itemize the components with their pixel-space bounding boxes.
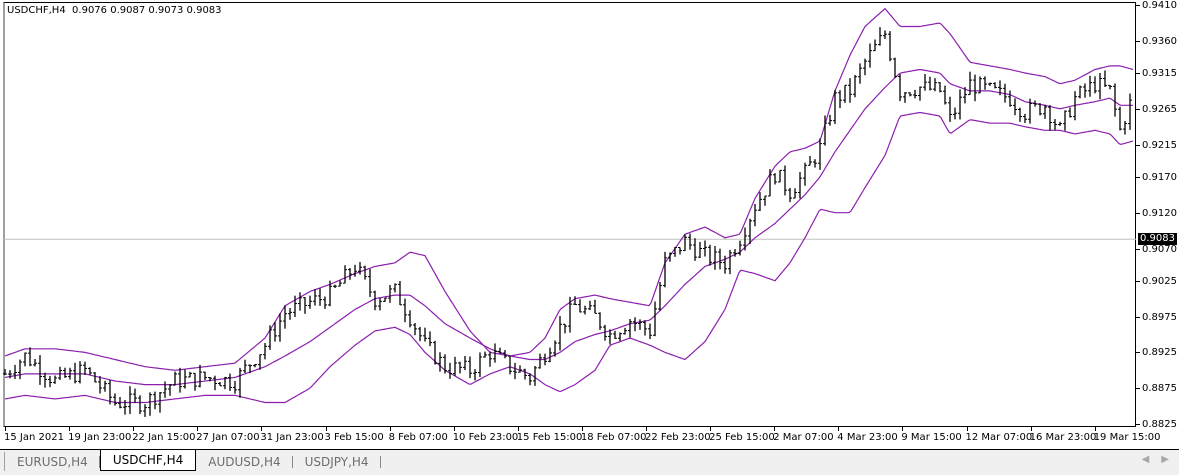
price-label: 0.8875: [1142, 383, 1177, 395]
bb-middle-line: [4, 69, 1133, 386]
time-tick: [1030, 427, 1032, 431]
time-label: 10 Feb 23:00: [452, 432, 519, 443]
time-tick: [581, 427, 583, 431]
time-label: 3 Feb 15:00: [324, 432, 384, 443]
price-tick: [1136, 280, 1140, 282]
price-label: 0.8975: [1142, 311, 1177, 323]
price-tick: [1136, 316, 1140, 318]
bb-upper-line: [4, 7, 1134, 371]
chart-tab-bar: EURUSD,H4 USDCHF,H4 AUDUSD,H4 USDJPY,H4 ◀ ▶: [0, 449, 1179, 475]
price-tick: [1136, 5, 1140, 6]
tab-audusd-h4[interactable]: AUDUSD,H4: [196, 452, 293, 471]
price-tick: [1136, 352, 1140, 354]
time-tick: [966, 427, 968, 431]
scroll-left-icon[interactable]: ◀: [1141, 454, 1150, 465]
time-label: 27 Jan 07:00: [196, 432, 260, 443]
price-label: 0.9120: [1142, 207, 1177, 219]
price-tick: [1136, 144, 1140, 146]
plot-area[interactable]: [3, 2, 1136, 427]
price-tick: [1136, 248, 1140, 250]
time-label: 8 Feb 07:00: [388, 432, 448, 443]
price-label: 0.8925: [1142, 347, 1177, 359]
price-label: 0.9360: [1142, 35, 1177, 47]
price-tick: [1136, 40, 1140, 42]
time-tick: [1094, 427, 1096, 431]
price-label: 0.9265: [1142, 103, 1177, 115]
time-tick: [133, 427, 135, 431]
price-tick: [1136, 212, 1140, 214]
time-tick: [325, 427, 327, 431]
tab-navigation: ◀ ▶: [1142, 454, 1169, 465]
chart-title: USDCHF,H4 0.9076 0.9087 0.9073 0.9083: [7, 5, 222, 16]
time-tick: [453, 427, 455, 431]
time-tick: [774, 427, 776, 431]
time-tick: [646, 427, 647, 431]
time-tick: [902, 427, 904, 431]
time-label: 9 Mar 15:00: [901, 432, 962, 443]
price-label: 0.9315: [1142, 68, 1177, 80]
bb-lower-line: [4, 112, 1134, 404]
time-label: 25 Feb 15:00: [709, 432, 775, 443]
price-label: 0.9170: [1142, 171, 1177, 183]
tab-usdjpy-h4[interactable]: USDJPY,H4: [293, 452, 381, 471]
time-tick: [261, 427, 263, 431]
time-label: 19 Mar 15:00: [1093, 432, 1161, 443]
time-label: 19 Jan 23:00: [68, 432, 132, 443]
price-tick: [1136, 176, 1140, 178]
tab-usdchf-h4[interactable]: USDCHF,H4: [99, 450, 197, 471]
price-label: 0.9215: [1142, 139, 1177, 151]
time-tick: [389, 427, 391, 431]
time-label: 16 Mar 23:00: [1029, 432, 1097, 443]
time-tick: [197, 427, 199, 431]
time-label: 22 Feb 23:00: [645, 432, 711, 443]
price-chart[interactable]: [0, 0, 1179, 449]
time-label: 18 Feb 07:00: [580, 432, 647, 443]
tab-eurusd-h4[interactable]: EURUSD,H4: [5, 452, 100, 471]
price-label: 0.8825: [1142, 419, 1177, 430]
price-tick: [1136, 424, 1140, 425]
time-label: 4 Mar 23:00: [837, 432, 898, 443]
time-tick: [838, 427, 840, 431]
time-label: 15 Jan 2021: [4, 432, 64, 443]
scroll-right-icon[interactable]: ▶: [1161, 454, 1169, 465]
time-tick: [517, 427, 519, 431]
time-label: 31 Jan 23:00: [260, 432, 324, 443]
ohlc-bars: [3, 27, 1132, 417]
price-label: 0.9025: [1142, 275, 1177, 287]
time-tick: [5, 427, 6, 431]
price-tick: [1136, 388, 1140, 390]
price-tick: [1136, 108, 1140, 110]
price-label: 0.9070: [1142, 243, 1177, 255]
time-label: 15 Feb 15:00: [516, 432, 583, 443]
time-tick: [710, 427, 712, 431]
current-price-tag: 0.9083: [1138, 233, 1177, 245]
time-label: 22 Jan 15:00: [132, 432, 196, 443]
price-tick: [1136, 73, 1140, 75]
time-tick: [69, 427, 71, 431]
price-label: 0.9410: [1142, 0, 1177, 11]
time-label: 2 Mar 07:00: [773, 432, 834, 443]
chart-window[interactable]: USDCHF,H4 0.9076 0.9087 0.9073 0.9083 0.…: [0, 0, 1179, 449]
time-label: 12 Mar 07:00: [965, 432, 1033, 443]
